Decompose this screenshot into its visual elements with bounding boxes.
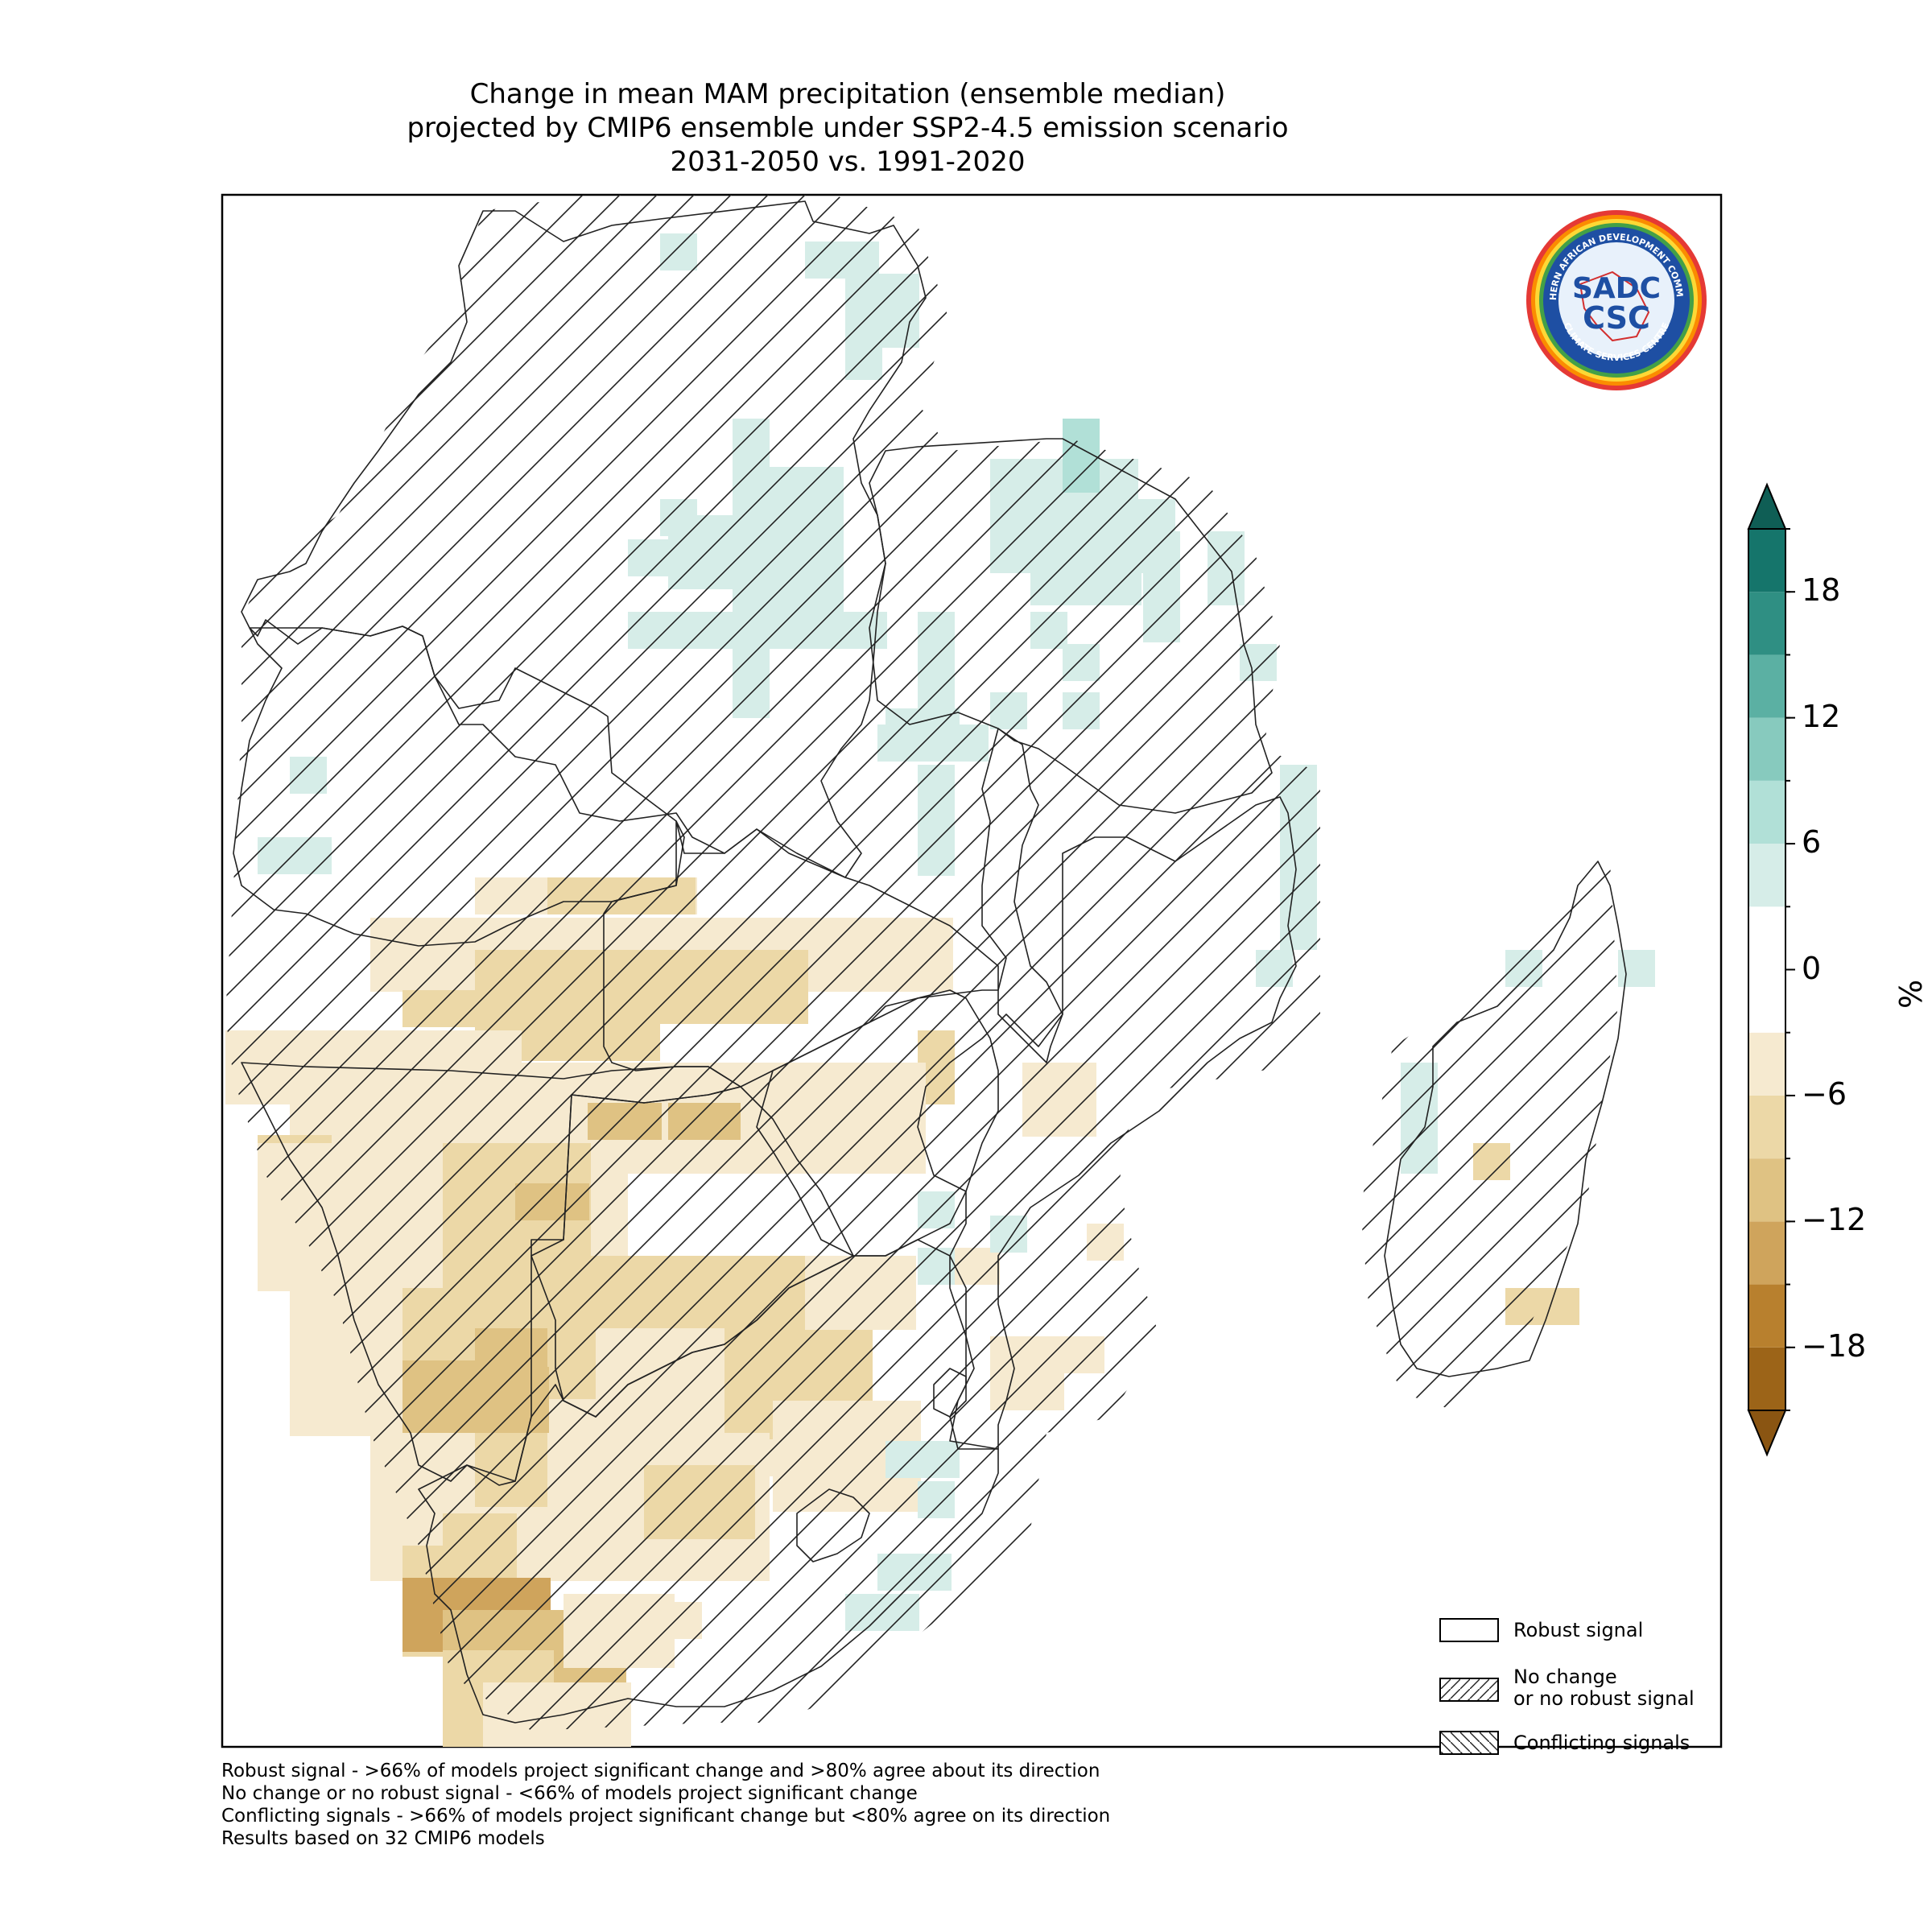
colorbar-segment bbox=[1748, 1032, 1785, 1096]
footnote-no-change: No change or no robust signal - <66% of … bbox=[221, 1783, 918, 1804]
colorbar-tick-label: 18 bbox=[1802, 572, 1841, 609]
colorbar-segment bbox=[1748, 1095, 1785, 1159]
colorbar-tick-label: 0 bbox=[1802, 950, 1822, 986]
colorbar-segment bbox=[1748, 844, 1785, 907]
colorbar-tick-label: −6 bbox=[1802, 1075, 1847, 1112]
country-borders bbox=[233, 200, 1627, 1724]
colorbar-segment bbox=[1748, 1347, 1785, 1410]
colorbar-extend-max bbox=[1747, 482, 1787, 530]
colorbar bbox=[1747, 482, 1795, 1457]
colorbar-segment bbox=[1748, 1221, 1785, 1285]
colorbar-segment bbox=[1748, 780, 1785, 844]
legend-label-no-change: No change or no robust signal bbox=[1513, 1666, 1695, 1710]
legend-swatch-no-change bbox=[1439, 1678, 1499, 1702]
logo-mark-bottom: CSC bbox=[1583, 300, 1650, 336]
colorbar-tick-label: −12 bbox=[1802, 1202, 1867, 1238]
colorbar-extend-min bbox=[1747, 1410, 1787, 1457]
logo-mark-top: SADC bbox=[1572, 272, 1661, 305]
colorbar-tick-label: 12 bbox=[1802, 698, 1841, 734]
title-line-2: projected by CMIP6 ensemble under SSP2-4… bbox=[407, 112, 1289, 144]
footnote-robust: Robust signal - >66% of models project s… bbox=[221, 1761, 1100, 1781]
hatch-no-robust-signal bbox=[225, 195, 1618, 1731]
title-line-3: 2031-2050 vs. 1991-2020 bbox=[670, 146, 1026, 178]
grid-cell bbox=[1618, 950, 1655, 987]
legend-swatch-conflicting bbox=[1439, 1731, 1499, 1755]
chart-title: Change in mean MAM precipitation (ensemb… bbox=[0, 77, 1695, 179]
colorbar-segment bbox=[1748, 1158, 1785, 1222]
colorbar-segment bbox=[1748, 592, 1785, 655]
legend-swatch-robust bbox=[1439, 1618, 1499, 1642]
legend-label-conflicting: Conflicting signals bbox=[1513, 1732, 1690, 1754]
colorbar-segment bbox=[1748, 717, 1785, 781]
colorbar-tick-label: 6 bbox=[1802, 824, 1822, 861]
colorbar-segment bbox=[1748, 529, 1785, 592]
legend-label-robust: Robust signal bbox=[1513, 1619, 1644, 1641]
footnote-conflicting: Conflicting signals - >66% of models pro… bbox=[221, 1806, 1111, 1827]
colorbar-segment bbox=[1748, 906, 1785, 1033]
colorbar-segment bbox=[1748, 654, 1785, 718]
footnote-models: Results based on 32 CMIP6 models bbox=[221, 1828, 545, 1849]
sadc-csc-logo: SOUTHERN AFRICAN DEVELOPMENT COMMUNITY C… bbox=[1520, 200, 1709, 393]
title-line-1: Change in mean MAM precipitation (ensemb… bbox=[469, 78, 1226, 110]
logo-emblem-icon: SOUTHERN AFRICAN DEVELOPMENT COMMUNITY C… bbox=[1520, 200, 1707, 390]
colorbar-tick-label: −18 bbox=[1802, 1327, 1867, 1364]
colorbar-segment bbox=[1748, 1284, 1785, 1348]
footnotes: Robust signal - >66% of models project s… bbox=[221, 1760, 1110, 1850]
colorbar-unit-label: % bbox=[1893, 979, 1930, 1009]
